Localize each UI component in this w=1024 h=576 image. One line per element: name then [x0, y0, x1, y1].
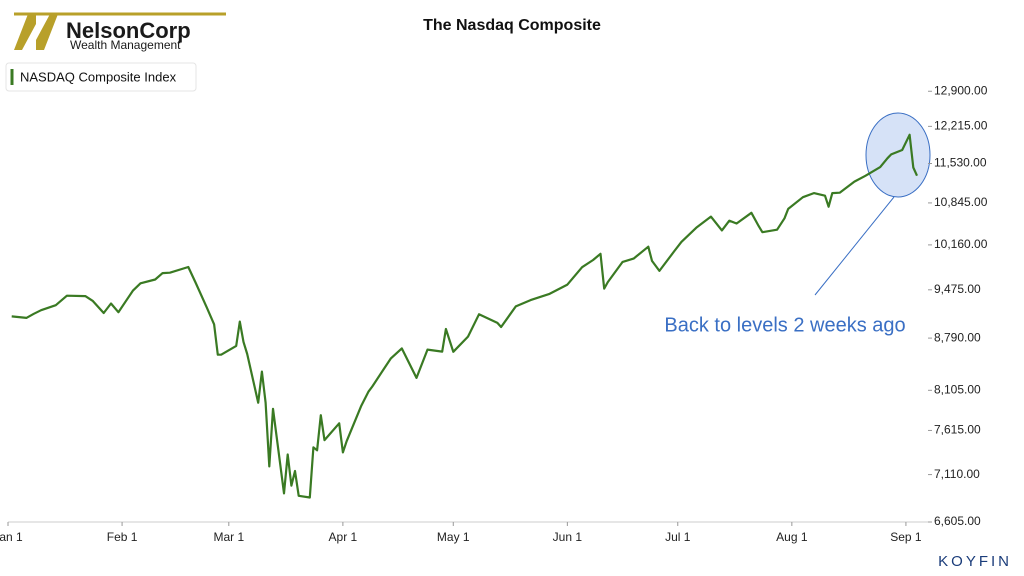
x-tick-label: Feb 1 [107, 530, 138, 544]
y-tick-label: 7,615.00 [934, 423, 981, 437]
x-tick-label: Mar 1 [213, 530, 244, 544]
x-tick-label: Jan 1 [0, 530, 23, 544]
y-tick-label: 7,110.00 [934, 467, 980, 481]
x-tick-label: Apr 1 [329, 530, 358, 544]
x-tick-label: Sep 1 [890, 530, 922, 544]
y-tick-label: 9,475.00 [934, 282, 981, 296]
highlight-circle [865, 112, 931, 198]
y-tick-label: 8,790.00 [934, 330, 981, 344]
y-tick-label: 10,160.00 [934, 237, 988, 251]
x-tick-label: Jun 1 [553, 530, 583, 544]
chart-title: The Nasdaq Composite [423, 17, 601, 34]
y-tick-label: 11,530.00 [934, 156, 987, 170]
y-tick-label: 12,900.00 [934, 83, 988, 97]
data-line [11, 133, 919, 499]
logo-name: NelsonCorp [66, 18, 191, 43]
annotation-line [814, 196, 895, 296]
legend-box [5, 62, 197, 92]
brand: KOYFIN [938, 553, 1012, 570]
x-tick-label: Aug 1 [776, 530, 808, 544]
x-tick-label: May 1 [437, 530, 470, 544]
y-tick-label: 6,605.00 [934, 514, 981, 528]
logo-tagline: Wealth Management [70, 38, 181, 52]
logo: NelsonCorp Wealth Management [14, 12, 226, 52]
y-tick-label: 8,105.00 [934, 382, 981, 396]
annotation: Back to levels 2 weeks ago [664, 314, 905, 336]
y-tick-label: 10,845.00 [934, 195, 988, 209]
y-tick-label: 12,215.00 [934, 119, 988, 133]
legend-label: NASDAQ Composite Index [20, 69, 177, 84]
x-tick-label: Jul 1 [665, 530, 691, 544]
logo-mark [14, 14, 58, 50]
